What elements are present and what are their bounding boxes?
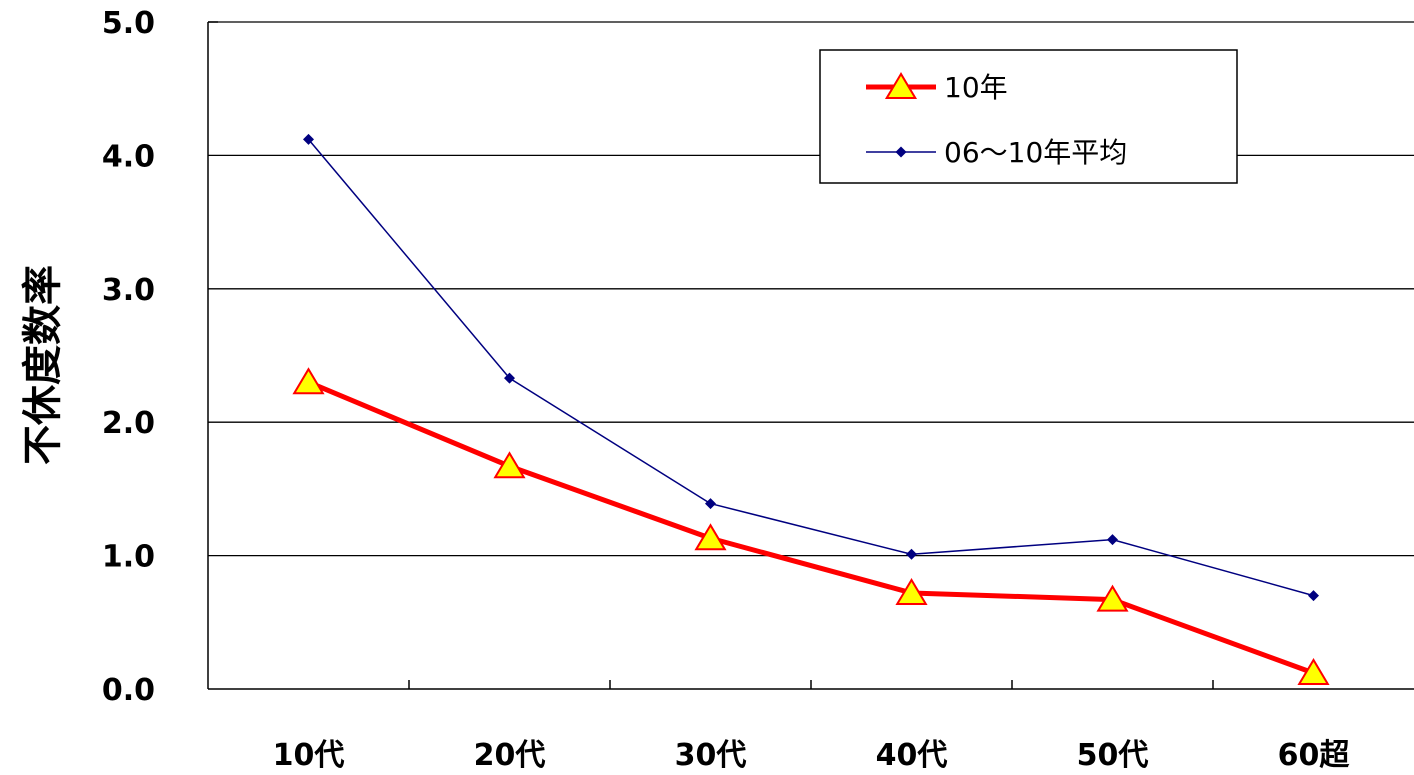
series-line xyxy=(307,379,1315,676)
diamond-marker xyxy=(303,133,314,145)
legend-diamond-marker xyxy=(895,146,907,158)
triangle-marker xyxy=(292,367,325,395)
axes xyxy=(207,21,1414,690)
diamond-marker xyxy=(1107,534,1118,546)
x-tick-labels: 10代 20代 30代 40代 50代 60超 xyxy=(273,738,1351,773)
triangle-marker xyxy=(694,523,727,551)
series-group xyxy=(292,133,1330,686)
series-line xyxy=(307,138,1314,597)
diamond-marker xyxy=(906,548,917,560)
y-tick-label: 5.0 xyxy=(102,6,155,41)
x-tick-label: 60超 xyxy=(1278,738,1351,773)
y-tick-label: 2.0 xyxy=(102,406,155,441)
y-tick-label: 0.0 xyxy=(102,673,155,708)
y-tick-labels: 0.0 1.0 2.0 3.0 4.0 5.0 xyxy=(102,6,155,708)
x-tick-label: 40代 xyxy=(876,738,948,773)
series-y10 xyxy=(292,367,1330,686)
y-tick-label: 4.0 xyxy=(102,139,155,174)
diamond-marker xyxy=(1308,590,1319,602)
x-tick-label: 10代 xyxy=(273,738,345,773)
triangle-marker xyxy=(1096,584,1129,612)
legend-triangle-marker xyxy=(884,72,918,100)
legend-label: 10年 xyxy=(944,71,1008,104)
series-avg xyxy=(303,133,1319,602)
legend: 10年 06～10年平均 xyxy=(819,49,1238,184)
y-tick-label: 3.0 xyxy=(102,273,155,308)
x-tick-label: 20代 xyxy=(474,738,546,773)
diamond-marker xyxy=(504,372,515,384)
triangle-marker xyxy=(1297,658,1330,686)
legend-box xyxy=(819,49,1238,184)
x-tick-label: 30代 xyxy=(675,738,747,773)
legend-label: 06～10年平均 xyxy=(944,136,1127,169)
y-axis-label: 不休度数率 xyxy=(20,265,66,465)
triangle-marker xyxy=(895,577,928,606)
triangle-marker xyxy=(493,451,526,479)
diamond-marker xyxy=(705,498,716,510)
x-tick-label: 50代 xyxy=(1077,738,1149,773)
y-tick-label: 1.0 xyxy=(102,540,155,575)
